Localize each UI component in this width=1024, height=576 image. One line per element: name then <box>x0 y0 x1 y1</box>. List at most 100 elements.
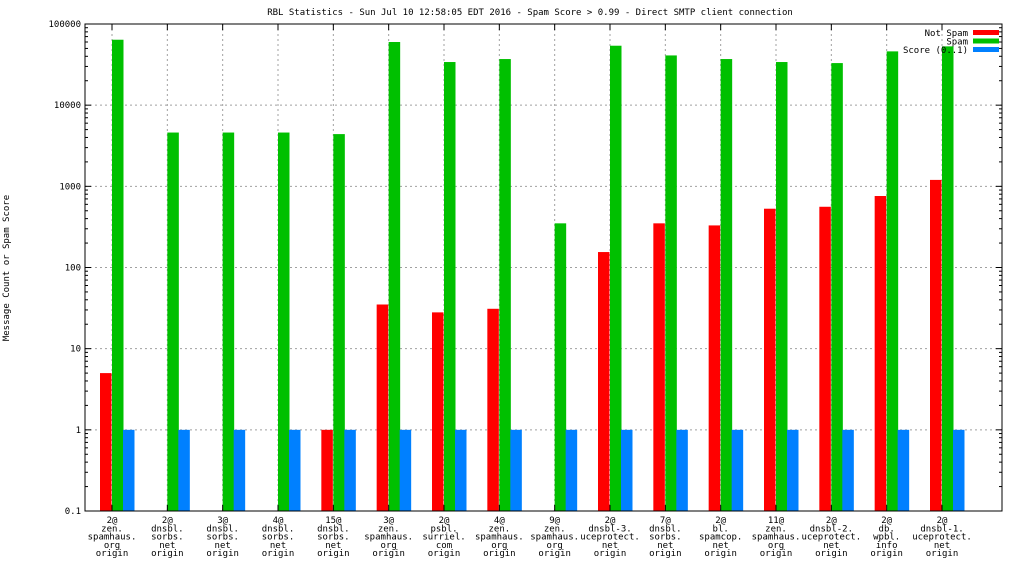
bar-score <box>621 429 633 511</box>
legend-label: Not Spam <box>925 29 968 39</box>
x-tick-label: spamcop. <box>699 533 742 543</box>
x-tick-label: net <box>713 541 729 551</box>
x-tick-label: org <box>381 541 397 551</box>
x-tick-label: 4@ <box>273 516 284 526</box>
x-tick-label: 3@ <box>383 516 394 526</box>
bar-score <box>731 429 744 511</box>
x-tick-label: origin <box>926 549 959 559</box>
y-tick-label: 0.1 <box>65 507 81 517</box>
bar-score <box>676 429 688 511</box>
legend-label: Spam <box>946 38 968 48</box>
x-tick-label: net <box>934 541 950 551</box>
bar-spam <box>942 46 954 511</box>
x-tick-label: org <box>768 541 784 551</box>
x-tick-label: info <box>876 541 898 551</box>
x-tick-label: origin <box>428 549 461 559</box>
x-tick-label: dnsbl. <box>151 524 184 534</box>
bar-score <box>565 429 578 511</box>
bar-not-spam <box>874 196 887 511</box>
x-tick-label: db. <box>879 524 895 534</box>
bar-spam <box>444 62 456 512</box>
x-tick-label: 2@ <box>107 516 118 526</box>
x-tick-label: org <box>104 541 120 551</box>
x-tick-label: net <box>823 541 839 551</box>
x-tick-label: 7@ <box>660 516 671 526</box>
bar-score <box>289 429 301 511</box>
x-tick-label: net <box>270 541 286 551</box>
y-tick-label: 1000 <box>59 182 81 192</box>
x-tick-label: spamhaus. <box>475 533 524 543</box>
y-tick-label: 10000 <box>54 101 81 111</box>
bar-spam <box>112 39 124 512</box>
x-tick-label: 2@ <box>937 516 948 526</box>
x-tick-label: sorbs. <box>317 533 350 543</box>
x-tick-label: uceprotect. <box>580 533 640 543</box>
bar-not-spam <box>376 304 389 511</box>
x-tick-label: origin <box>538 549 571 559</box>
x-tick-label: origin <box>151 549 184 559</box>
bar-score <box>399 429 412 511</box>
x-tick-label: origin <box>96 549 129 559</box>
x-tick-label: 2@ <box>162 516 173 526</box>
x-tick-label: sorbs. <box>151 533 184 543</box>
bar-spam <box>886 51 899 511</box>
plot-frame <box>84 23 1003 512</box>
bar-spam <box>720 59 733 511</box>
y-tick-label: 10 <box>70 345 81 355</box>
x-tick-label: dnsbl-1. <box>920 524 963 534</box>
bar-score <box>842 429 854 511</box>
bar-spam <box>333 134 345 511</box>
y-tick-label: 100 <box>65 264 81 274</box>
x-tick-label: sorbs. <box>649 533 682 543</box>
x-tick-label: origin <box>262 549 295 559</box>
bar-spam <box>167 132 179 511</box>
x-tick-label: zen. <box>544 524 566 534</box>
x-tick-label: 2@ <box>439 516 450 526</box>
bar-not-spam <box>764 208 776 511</box>
x-tick-label: net <box>325 541 341 551</box>
bar-not-spam <box>598 252 610 512</box>
chart-title: RBL Statistics - Sun Jul 10 12:58:05 EDT… <box>267 8 793 18</box>
legend-swatch <box>973 30 999 35</box>
x-tick-label: uceprotect. <box>802 533 862 543</box>
bar-score <box>510 429 522 511</box>
x-tick-label: origin <box>704 549 737 559</box>
x-tick-label: spamhaus. <box>364 533 413 543</box>
legend-swatch <box>973 47 999 52</box>
bar-spam <box>610 45 622 512</box>
x-tick-label: surriel. <box>422 533 465 543</box>
x-tick-label: origin <box>760 549 793 559</box>
bar-score <box>953 429 965 511</box>
y-tick-label: 1 <box>76 426 81 436</box>
bar-score <box>344 429 356 511</box>
x-tick-label: dnsbl. <box>649 524 682 534</box>
x-tick-label: 9@ <box>549 516 560 526</box>
x-tick-label: 11@ <box>768 516 785 526</box>
bar-not-spam <box>432 312 444 511</box>
x-tick-label: org <box>491 541 507 551</box>
x-tick-label: origin <box>317 549 350 559</box>
x-tick-label: zen. <box>488 524 510 534</box>
x-tick-label: 2@ <box>826 516 837 526</box>
legend-label: Score (0..1) <box>903 46 968 56</box>
x-tick-label: sorbs. <box>206 533 239 543</box>
x-tick-label: com <box>436 541 452 551</box>
x-tick-label: 2@ <box>881 516 892 526</box>
bar-score <box>787 429 799 511</box>
bar-score <box>455 429 467 511</box>
x-tick-label: uceprotect. <box>912 533 972 543</box>
x-tick-label: spamhaus. <box>530 533 579 543</box>
x-tick-label: origin <box>815 549 848 559</box>
bar-spam <box>831 63 843 511</box>
bar-score <box>897 429 910 511</box>
bar-spam <box>554 223 567 511</box>
bar-score <box>123 429 135 511</box>
x-tick-label: sorbs. <box>262 533 295 543</box>
x-tick-label: origin <box>483 549 516 559</box>
bar-score <box>178 429 190 511</box>
bar-not-spam <box>321 429 333 511</box>
bar-spam <box>665 55 677 511</box>
x-tick-label: dnsbl. <box>262 524 295 534</box>
x-tick-label: net <box>602 541 618 551</box>
